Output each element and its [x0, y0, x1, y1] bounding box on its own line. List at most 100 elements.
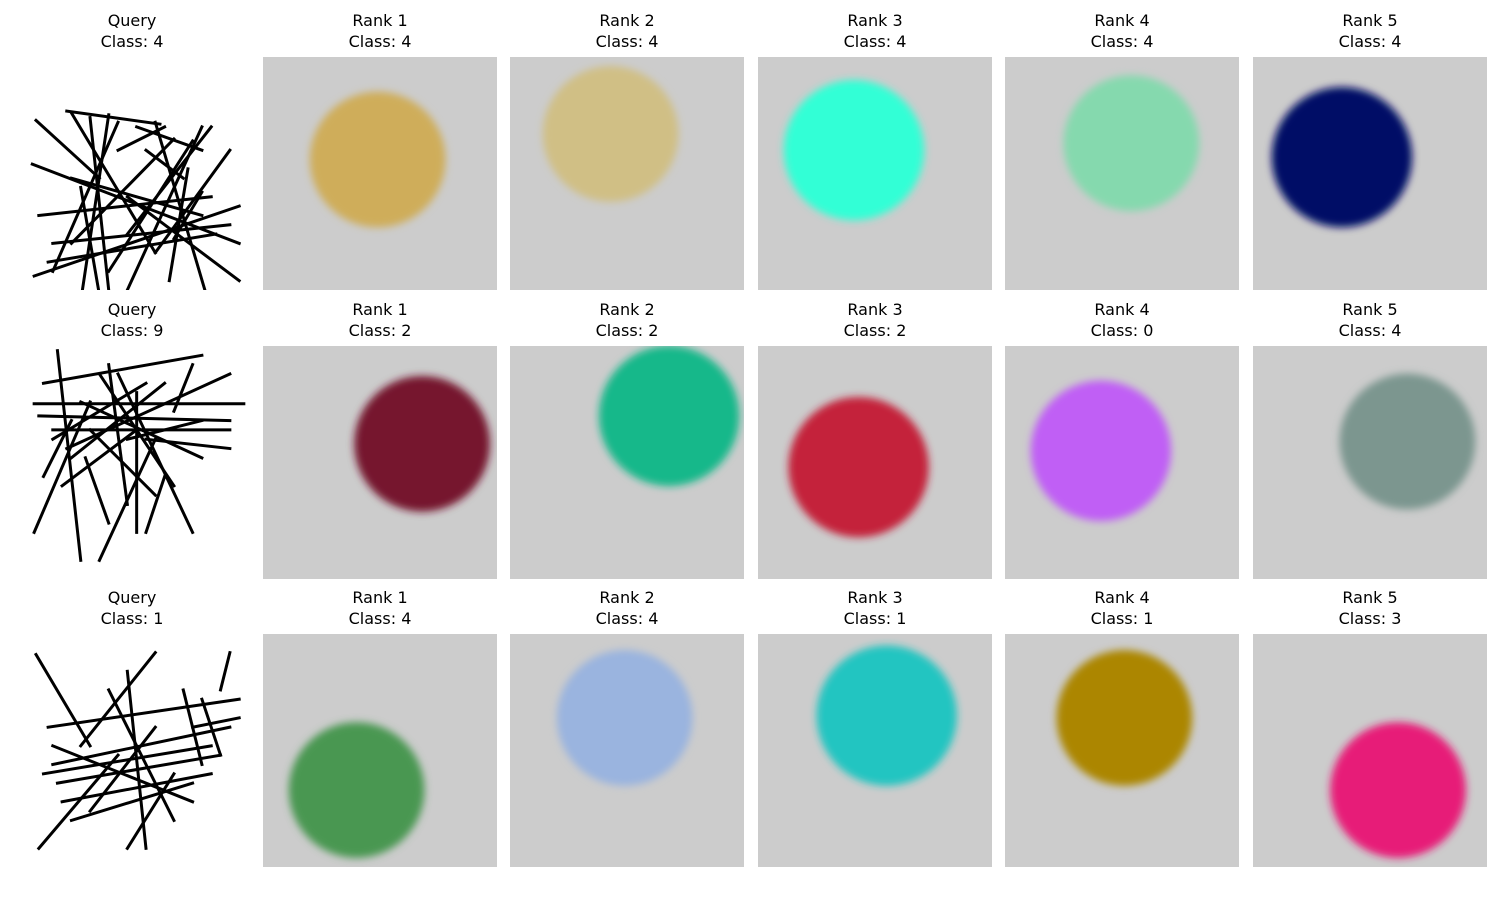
- sketch-stroke: [79, 185, 101, 290]
- sketch-stroke: [153, 148, 232, 255]
- sketch-stroke: [65, 109, 162, 126]
- blurred-circle: [1330, 722, 1466, 858]
- query-sketch-image[interactable]: [15, 57, 249, 290]
- class-label: Class: 2: [843, 321, 907, 340]
- rank-label: Rank 4: [1094, 300, 1150, 319]
- sketch-stroke: [69, 110, 158, 255]
- result-cell: Rank 3 Class: 1: [758, 587, 992, 867]
- result-image[interactable]: [1253, 346, 1487, 579]
- cell-title: Query Class: 1: [15, 587, 249, 629]
- query-label: Query: [107, 11, 157, 30]
- query-cell: Query Class: 1: [15, 587, 249, 867]
- sketch-stroke: [50, 743, 195, 804]
- query-cell: Query Class: 4: [15, 10, 249, 290]
- query-sketch-image[interactable]: [15, 634, 249, 867]
- blurred-circle: [1339, 373, 1476, 510]
- blurred-circle: [783, 80, 925, 221]
- blurred-circle: [1271, 86, 1413, 228]
- query-cell: Query Class: 9: [15, 299, 249, 579]
- sketch-stroke: [87, 427, 158, 498]
- sketch-stroke: [46, 697, 241, 729]
- sketch-icon: [33, 650, 241, 851]
- rank-label: Rank 3: [847, 588, 903, 607]
- query-sketch-image[interactable]: [15, 346, 249, 579]
- sketch-stroke: [116, 371, 195, 535]
- sketch-stroke: [64, 371, 232, 451]
- class-label: Class: 4: [1338, 321, 1402, 340]
- cell-title: Rank 2 Class: 4: [510, 10, 744, 52]
- sketch-stroke: [218, 650, 232, 692]
- sketch-stroke: [33, 652, 93, 748]
- class-label: Class: 4: [843, 32, 907, 51]
- result-image[interactable]: [1005, 346, 1239, 579]
- sketch-stroke: [50, 120, 120, 274]
- class-label: Class: 4: [1090, 32, 1154, 51]
- sketch-stroke: [69, 781, 195, 823]
- cell-title: Rank 2 Class: 4: [510, 587, 744, 629]
- result-image[interactable]: [510, 634, 744, 867]
- blurred-circle: [309, 91, 446, 228]
- sketch-stroke: [88, 115, 111, 290]
- query-label: Query: [107, 588, 157, 607]
- blurred-circle: [598, 346, 740, 487]
- sketch-stroke: [134, 124, 204, 153]
- sketch-stroke: [190, 716, 241, 729]
- rank-label: Rank 2: [599, 588, 655, 607]
- class-label: Class: 1: [843, 609, 907, 628]
- sketch-icon: [32, 349, 246, 563]
- class-label: Class: 2: [348, 321, 412, 340]
- class-label: Class: 1: [1090, 609, 1154, 628]
- cell-title: Rank 4 Class: 1: [1005, 587, 1239, 629]
- sketch-stroke: [55, 349, 83, 563]
- result-cell: Rank 4 Class: 0: [1005, 299, 1239, 579]
- result-image[interactable]: [758, 634, 992, 867]
- result-image[interactable]: [263, 57, 497, 290]
- rank-label: Rank 4: [1094, 11, 1150, 30]
- class-label: Class: 3: [1338, 609, 1402, 628]
- class-label: Class: 1: [100, 609, 164, 628]
- rank-label: Rank 3: [847, 300, 903, 319]
- class-label: Class: 4: [348, 609, 412, 628]
- sketch-stroke: [171, 190, 204, 241]
- result-image[interactable]: [1005, 57, 1239, 290]
- blurred-circle: [788, 396, 929, 538]
- result-image[interactable]: [510, 346, 744, 579]
- cell-title: Rank 4 Class: 0: [1005, 299, 1239, 341]
- sketch-stroke: [97, 437, 158, 563]
- rank-label: Rank 5: [1342, 588, 1398, 607]
- result-cell: Rank 1 Class: 4: [263, 10, 497, 290]
- rank-label: Rank 2: [599, 11, 655, 30]
- sketch-stroke: [41, 353, 204, 386]
- cell-title: Rank 3 Class: 4: [758, 10, 992, 52]
- sketch-stroke: [60, 772, 213, 804]
- result-image[interactable]: [758, 57, 992, 290]
- cell-title: Rank 1 Class: 2: [263, 299, 497, 341]
- rank-label: Rank 1: [352, 588, 408, 607]
- class-label: Class: 4: [1338, 32, 1402, 51]
- class-label: Class: 4: [595, 32, 659, 51]
- result-image[interactable]: [263, 346, 497, 579]
- result-image[interactable]: [758, 346, 992, 579]
- class-label: Class: 9: [100, 321, 164, 340]
- sketch-stroke: [87, 725, 158, 814]
- result-image[interactable]: [1253, 634, 1487, 867]
- cell-title: Rank 5 Class: 4: [1253, 299, 1487, 341]
- result-image[interactable]: [1005, 634, 1239, 867]
- result-cell: Rank 4 Class: 1: [1005, 587, 1239, 867]
- rank-label: Rank 3: [847, 11, 903, 30]
- blurred-circle: [556, 650, 693, 786]
- blurred-circle: [1056, 650, 1193, 786]
- sketch-stroke: [107, 362, 130, 507]
- result-image[interactable]: [1253, 57, 1487, 290]
- result-cell: Rank 5 Class: 4: [1253, 299, 1487, 579]
- sketch-stroke: [125, 771, 176, 851]
- sketch-stroke: [116, 124, 167, 153]
- sketch-stroke: [143, 148, 186, 181]
- sketch-stroke: [36, 753, 121, 851]
- result-image[interactable]: [263, 634, 497, 867]
- rank-label: Rank 5: [1342, 11, 1398, 30]
- blurred-circle: [354, 376, 490, 512]
- result-image[interactable]: [510, 57, 744, 290]
- result-cell: Rank 2 Class: 2: [510, 299, 744, 579]
